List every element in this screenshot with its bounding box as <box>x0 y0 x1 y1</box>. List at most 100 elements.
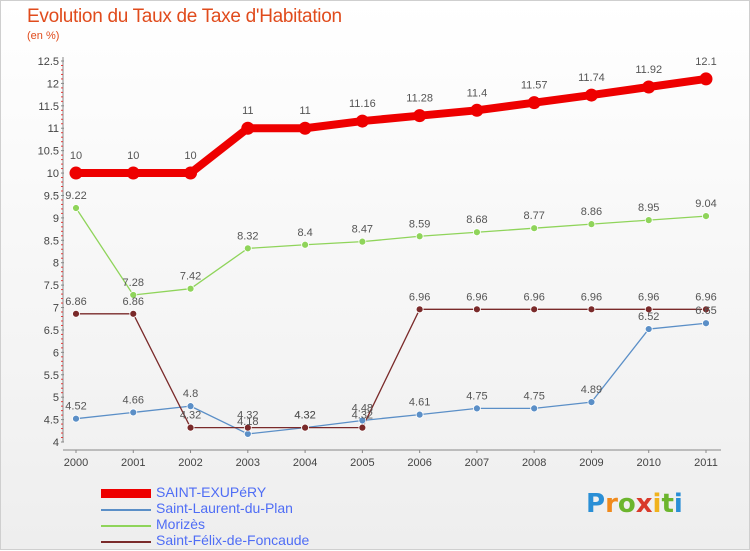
y-tick-label: 5.5 <box>44 370 59 382</box>
data-point <box>415 305 424 314</box>
data-point <box>702 305 710 314</box>
data-point <box>358 237 367 246</box>
data-point <box>415 410 424 419</box>
data-label: 8.32 <box>237 230 258 242</box>
legend-label: SAINT-EXUPéRY <box>156 484 267 500</box>
logo-letter: x <box>635 489 653 519</box>
y-tick-label: 7.5 <box>44 280 59 292</box>
y-tick-label: 7 <box>53 303 59 315</box>
y-tick-label: 11 <box>48 123 59 135</box>
data-point <box>530 404 539 413</box>
data-label: 11.28 <box>406 93 433 105</box>
logo-letter: o <box>617 489 636 519</box>
x-tick-label: 2003 <box>236 457 260 469</box>
data-label: 4.48 <box>352 402 373 414</box>
legend-swatch <box>101 541 151 543</box>
y-tick-label: 8.5 <box>44 235 59 247</box>
data-point <box>644 325 653 333</box>
data-point <box>186 402 195 411</box>
data-label: 4.32 <box>180 410 201 422</box>
data-point <box>415 232 424 241</box>
data-point <box>584 88 598 102</box>
data-point <box>473 305 481 314</box>
data-point <box>702 319 710 328</box>
data-point <box>126 166 140 180</box>
x-tick-label: 2004 <box>293 457 317 469</box>
series-lines <box>72 74 710 435</box>
data-point <box>644 305 653 314</box>
data-point <box>298 121 312 135</box>
y-tick-label: 4.5 <box>44 415 59 427</box>
data-label: 4.66 <box>123 394 144 406</box>
y-tick-label: 10.5 <box>38 146 59 158</box>
data-label: 4.75 <box>466 390 487 402</box>
legend-swatch <box>101 525 151 527</box>
data-label: 11.74 <box>578 72 605 84</box>
logo-letter: P <box>586 489 606 519</box>
data-point <box>702 212 710 220</box>
y-tick-label: 12.5 <box>38 56 59 68</box>
y-tick-label: 9.5 <box>44 190 59 202</box>
x-tick-label: 2000 <box>64 457 88 469</box>
x-tick-label: 2009 <box>579 457 603 469</box>
logo-letter: r <box>605 489 618 519</box>
data-label: 6.86 <box>123 296 144 308</box>
data-point <box>473 404 481 413</box>
series-points <box>69 72 713 438</box>
data-label: 6.96 <box>409 291 430 303</box>
data-point <box>301 240 309 249</box>
data-label: 4.32 <box>294 410 315 422</box>
data-label: 4.75 <box>523 390 544 402</box>
data-label: 11.57 <box>521 80 548 92</box>
data-point <box>186 423 195 432</box>
data-point <box>527 96 541 110</box>
data-label: 11.4 <box>467 87 488 99</box>
series-line <box>75 207 707 296</box>
series-line <box>75 308 707 429</box>
data-point <box>72 309 80 318</box>
data-point <box>241 121 255 135</box>
x-tick-label: 2006 <box>407 457 431 469</box>
data-label: 4.32 <box>294 410 315 422</box>
data-label: 4.89 <box>581 384 602 396</box>
data-point <box>69 166 83 180</box>
x-tick-label: 2011 <box>694 457 718 469</box>
data-label: 4.32 <box>237 410 258 422</box>
data-labels: 4.524.664.84.184.324.48 4.614.75 4.754.896… <box>65 56 716 428</box>
data-label: 8.77 <box>523 210 544 222</box>
legend-swatch <box>101 509 151 511</box>
y-tick-label: 9 <box>53 213 59 225</box>
data-label: 6.96 <box>466 291 487 303</box>
data-point <box>358 423 367 432</box>
data-point <box>587 220 596 229</box>
data-point <box>186 284 195 293</box>
series-line <box>72 74 710 178</box>
data-point <box>72 204 80 212</box>
unit-label: (en %) <box>27 30 60 42</box>
data-label: 6.96 <box>523 291 544 303</box>
data-point <box>243 423 252 432</box>
data-label: 10 <box>127 150 139 162</box>
data-label: 11.92 <box>635 64 662 76</box>
data-label: 6.96 <box>638 291 659 303</box>
x-tick-label: 2010 <box>636 457 660 469</box>
data-label: 6.96 <box>581 291 602 303</box>
data-point <box>587 398 596 407</box>
chart-title: Evolution du Taux de Taxe d'Habitation <box>27 6 342 27</box>
data-point <box>184 166 198 180</box>
data-label: 10 <box>184 150 196 162</box>
y-tick-label: 6 <box>53 347 59 359</box>
data-label: 8.68 <box>466 214 487 226</box>
data-label: 7.42 <box>180 271 201 283</box>
data-label: 7.28 <box>123 277 144 289</box>
data-label: 4.61 <box>409 397 430 409</box>
data-point <box>129 408 138 417</box>
legend-swatch <box>101 489 151 498</box>
data-label: 6.52 <box>638 311 659 323</box>
data-point <box>587 305 596 314</box>
data-label: 9.22 <box>65 190 86 202</box>
data-label: 10 <box>70 150 82 162</box>
data-point <box>72 414 80 423</box>
data-point <box>413 109 427 123</box>
data-label: 4.18 <box>237 416 258 428</box>
